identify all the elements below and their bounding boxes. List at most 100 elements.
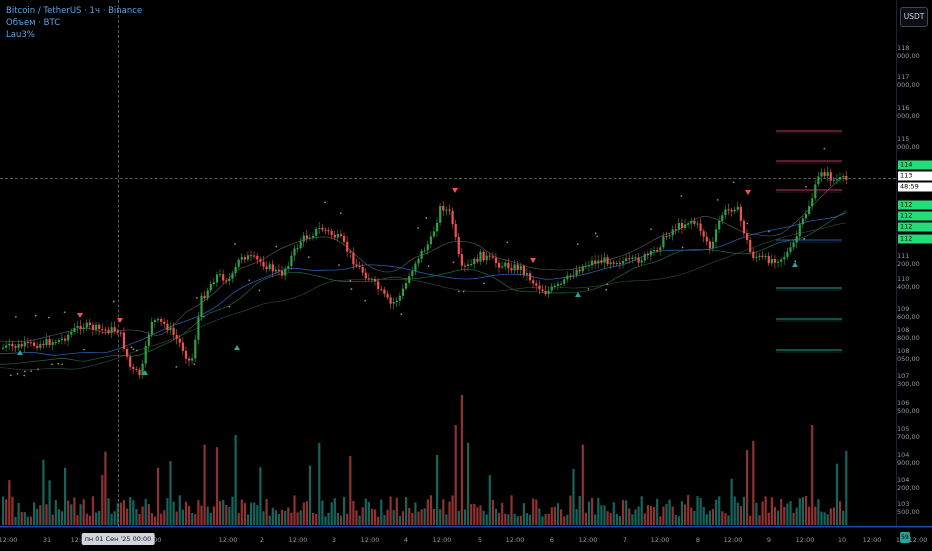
volume-bar [470,504,473,525]
candle-body [668,235,671,237]
volume-bar [169,461,172,525]
candle-body [733,209,736,212]
volume-bar [832,507,835,525]
pivot-dot [681,246,684,249]
volume-indicator-label[interactable]: Объем · BTC [6,18,61,28]
symbol-title[interactable]: Bitcoin / TetherUS · 1ч · Binance [6,6,143,16]
candle-body [200,295,203,318]
candle-body [293,248,296,256]
volume-bar [253,502,256,525]
volume-bar [398,515,401,525]
volume-bar [572,468,575,525]
candle-body [222,274,225,281]
volume-bar [587,501,591,525]
pivot-dot [427,265,430,267]
volume-bar [525,513,529,525]
volume-bar [119,502,122,525]
price-axis[interactable]: 118 000,00 117 000,00 116 000,00 115 000,00… [896,0,932,527]
candle-body [631,257,634,259]
volume-bar [733,496,736,525]
volume-bar [829,508,832,525]
candle-body [671,229,674,236]
candle-body [687,223,690,225]
price-tick-label: 115 000,00 [897,135,920,151]
candle-body [126,348,129,357]
volume-bar [243,502,246,525]
candle-body [538,285,541,290]
candle-body [718,220,721,230]
crosshair-horizontal [0,178,896,179]
volume-bar [522,503,525,525]
candle-body [600,260,603,263]
candle-body [184,350,188,359]
candle-body [724,209,727,216]
candle-body [361,266,364,273]
candle-body [355,264,358,266]
pivot-dot [51,363,53,366]
currency-button[interactable]: USDT [900,7,928,27]
volume-bar [563,516,566,525]
volume-bar [54,500,57,525]
volume-bar [746,450,749,525]
candle-body [318,227,321,229]
candle-body [129,356,132,367]
volume-bar [110,513,113,525]
candle-body [70,331,73,335]
pivot-dot [57,362,60,365]
buy-signal-marker [792,262,798,267]
candle-body [507,262,510,269]
volume-bar [194,514,197,525]
time-tick-label: 12:00 [650,536,670,544]
custom-indicator-label[interactable]: Lau3% [6,30,35,40]
pivot-dot [234,243,236,246]
candle-body [640,260,643,263]
candle-body [197,317,200,340]
candle-body [504,262,507,267]
candle-body [563,279,566,284]
pivot-dot [23,374,26,377]
volume-bar [547,513,550,525]
price-tick-label: 108 050,00 [897,347,920,363]
pivot-dot [47,316,50,319]
price-tick-label: 108 800,00 [897,326,920,342]
pivot-dot [132,348,135,351]
volume-bar [780,498,783,525]
volume-bar [352,500,355,525]
volume-bar [240,499,243,525]
candle-body [761,255,764,257]
volume-bar [445,514,448,525]
price-tick-label: 110 400,00 [897,275,920,291]
volume-bar [138,514,141,525]
candle-body [8,343,11,346]
price-tag: 48:59 [898,182,932,192]
volume-bar [20,511,23,525]
price-chart-canvas[interactable] [0,0,896,527]
candle-body [510,268,513,271]
volume-bar [578,495,581,525]
candle-body [544,290,547,294]
candle-body [392,302,395,304]
pivot-dot [63,311,66,314]
volume-bar [367,502,370,525]
volume-bar [680,501,684,525]
pivot-dot [307,256,310,259]
candle-body [76,325,79,328]
time-tick-label: 4 [403,536,409,544]
candle-body [749,239,752,252]
volume-bar [225,504,228,525]
candle-body [259,259,262,262]
candle-body [104,329,107,331]
volume-bar [622,499,625,525]
volume-bar [584,512,587,525]
candle-body [578,269,581,272]
volume-bar [420,509,423,525]
candle-body [603,257,606,263]
countdown-badge[interactable]: 59 [900,532,910,543]
time-axis[interactable]: 12:003112:0012:0000:0012:00212:00312:004… [0,527,932,551]
candle-body [144,345,147,364]
pivot-dot [203,315,205,318]
volume-bar [609,513,612,525]
candle-body [79,325,82,330]
candle-body [429,236,432,245]
pivot-dot [803,237,806,240]
